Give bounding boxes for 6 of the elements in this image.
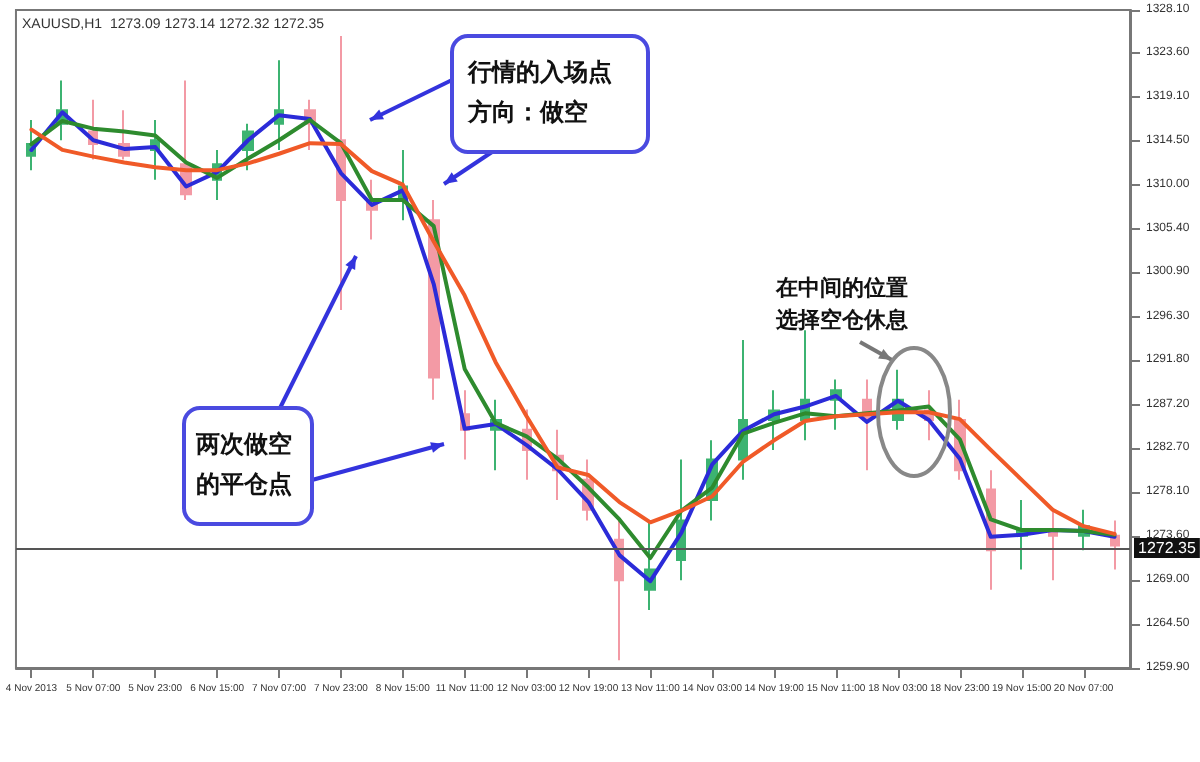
annotation: 在中间的位置选择空仓休息	[774, 275, 910, 333]
annotation: 两次做空的平仓点	[194, 430, 292, 498]
candlestick	[1048, 508, 1058, 582]
ref-line-label: 1272.35	[1138, 538, 1197, 557]
annotation: 行情的入场点方向：做空	[466, 58, 612, 126]
candlestick	[1110, 519, 1120, 571]
